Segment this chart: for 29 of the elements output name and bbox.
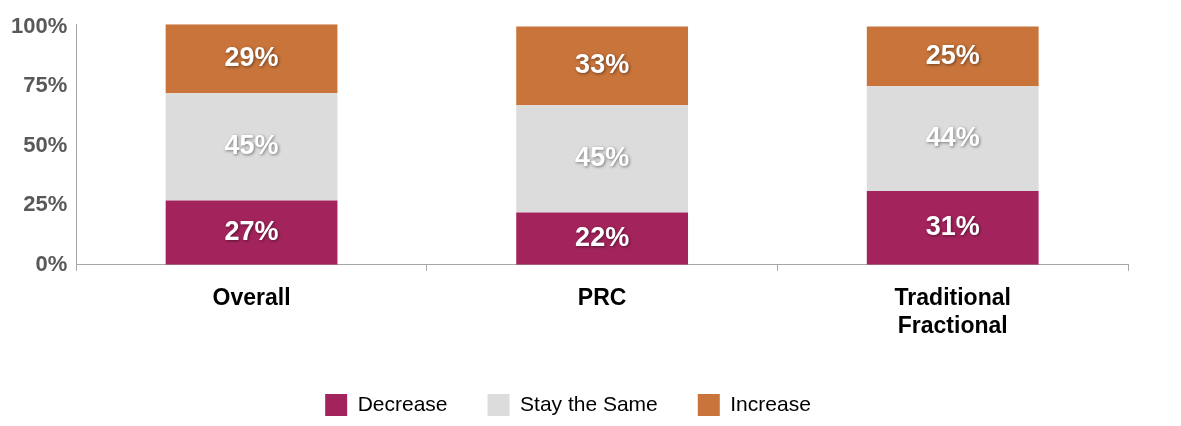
bar <box>165 200 338 265</box>
data-label: 45% <box>224 130 279 161</box>
data-label: 25% <box>925 39 980 70</box>
x-tick-label: PRC <box>577 283 627 310</box>
bar <box>866 86 1039 191</box>
y-tick-label: 0% <box>35 250 68 276</box>
data-label: 44% <box>925 122 980 152</box>
legend-label: Stay the Same <box>520 391 658 415</box>
data-label: 27% <box>224 216 279 247</box>
data-label: 45% <box>575 142 630 173</box>
bar <box>165 93 338 201</box>
y-tick-label: 100% <box>10 12 68 38</box>
y-tick-label: 25% <box>23 191 68 217</box>
bar <box>516 105 689 213</box>
y-tick-label: 50% <box>23 131 68 157</box>
bar <box>165 24 338 94</box>
bar <box>866 190 1039 265</box>
bar <box>866 26 1039 87</box>
legend-label: Decrease <box>357 391 448 415</box>
legend-label: Increase <box>730 391 811 415</box>
data-label: 31% <box>925 211 980 242</box>
x-tick-label: Traditional Fractional <box>894 283 1011 338</box>
data-label: 29% <box>224 42 279 73</box>
data-label: 22% <box>575 222 630 253</box>
data-label: 33% <box>575 49 630 80</box>
y-tick-label: 75% <box>23 72 68 98</box>
bar <box>516 212 689 265</box>
x-tick-label: Overall <box>212 283 291 310</box>
bar <box>516 26 689 106</box>
